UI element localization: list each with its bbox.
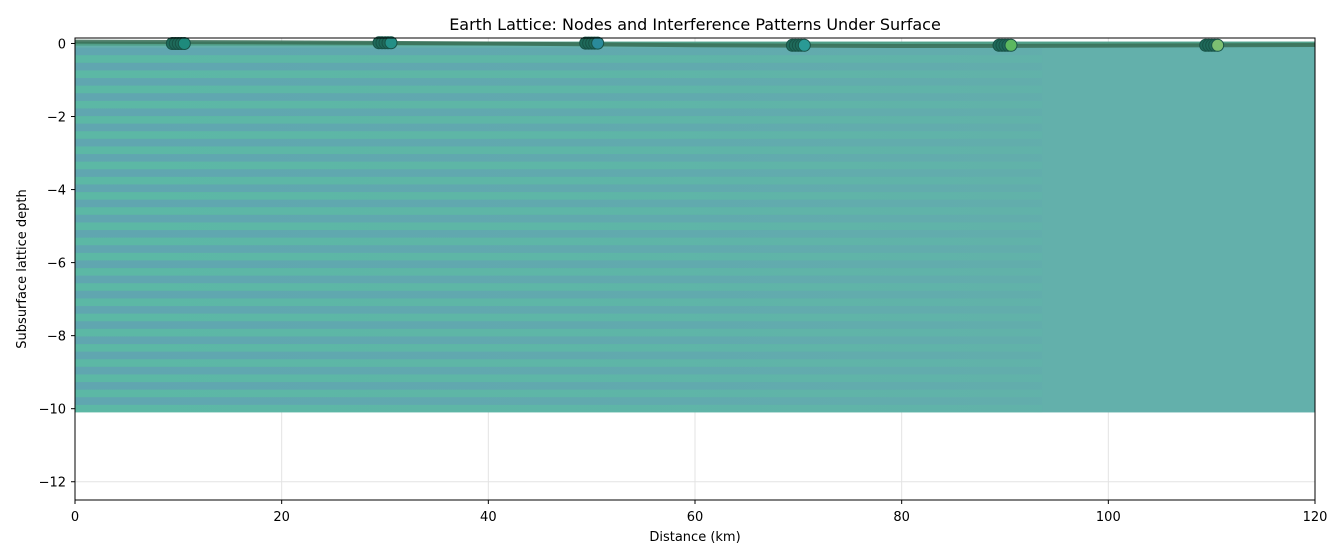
lattice-nodes: [165, 36, 1225, 52]
x-tick-label: 0: [71, 510, 79, 525]
y-tick-label: −10: [39, 403, 66, 418]
x-axis-ticks: 0 20 40 60 80 100 120: [71, 500, 1328, 525]
x-tick-label: 40: [480, 510, 497, 525]
y-tick-label: −2: [47, 111, 66, 126]
y-tick-label: −4: [47, 184, 66, 199]
interference-field: [75, 41, 1315, 413]
lattice-node: [785, 38, 811, 52]
x-tick-label: 120: [1303, 510, 1328, 525]
lattice-node: [579, 36, 605, 50]
surface-polyline: [75, 39, 1315, 49]
lattice-node: [165, 36, 191, 50]
node-marker: [797, 38, 811, 52]
x-axis-label: Distance (km): [649, 530, 740, 545]
chart-title: Earth Lattice: Nodes and Interference Pa…: [449, 15, 941, 34]
lattice-node: [992, 38, 1018, 52]
lattice-node: [372, 36, 398, 50]
node-marker: [1004, 38, 1018, 52]
y-tick-label: −6: [47, 257, 66, 272]
field-fade: [75, 41, 1315, 413]
y-tick-label: −12: [39, 476, 66, 491]
surface-line: [75, 39, 1315, 49]
node-marker: [591, 36, 605, 50]
lattice-node: [1199, 38, 1225, 52]
y-axis-label: Subsurface lattice depth: [15, 189, 30, 348]
x-tick-label: 100: [1096, 510, 1121, 525]
x-tick-label: 20: [273, 510, 290, 525]
node-marker: [384, 36, 398, 50]
node-marker: [1211, 38, 1225, 52]
x-tick-label: 80: [893, 510, 910, 525]
y-tick-label: 0: [58, 37, 66, 52]
y-tick-label: −8: [47, 330, 66, 345]
node-marker: [177, 36, 191, 50]
x-tick-label: 60: [687, 510, 704, 525]
y-axis-ticks: 0 −2 −4 −6 −8 −10 −12: [39, 37, 75, 491]
